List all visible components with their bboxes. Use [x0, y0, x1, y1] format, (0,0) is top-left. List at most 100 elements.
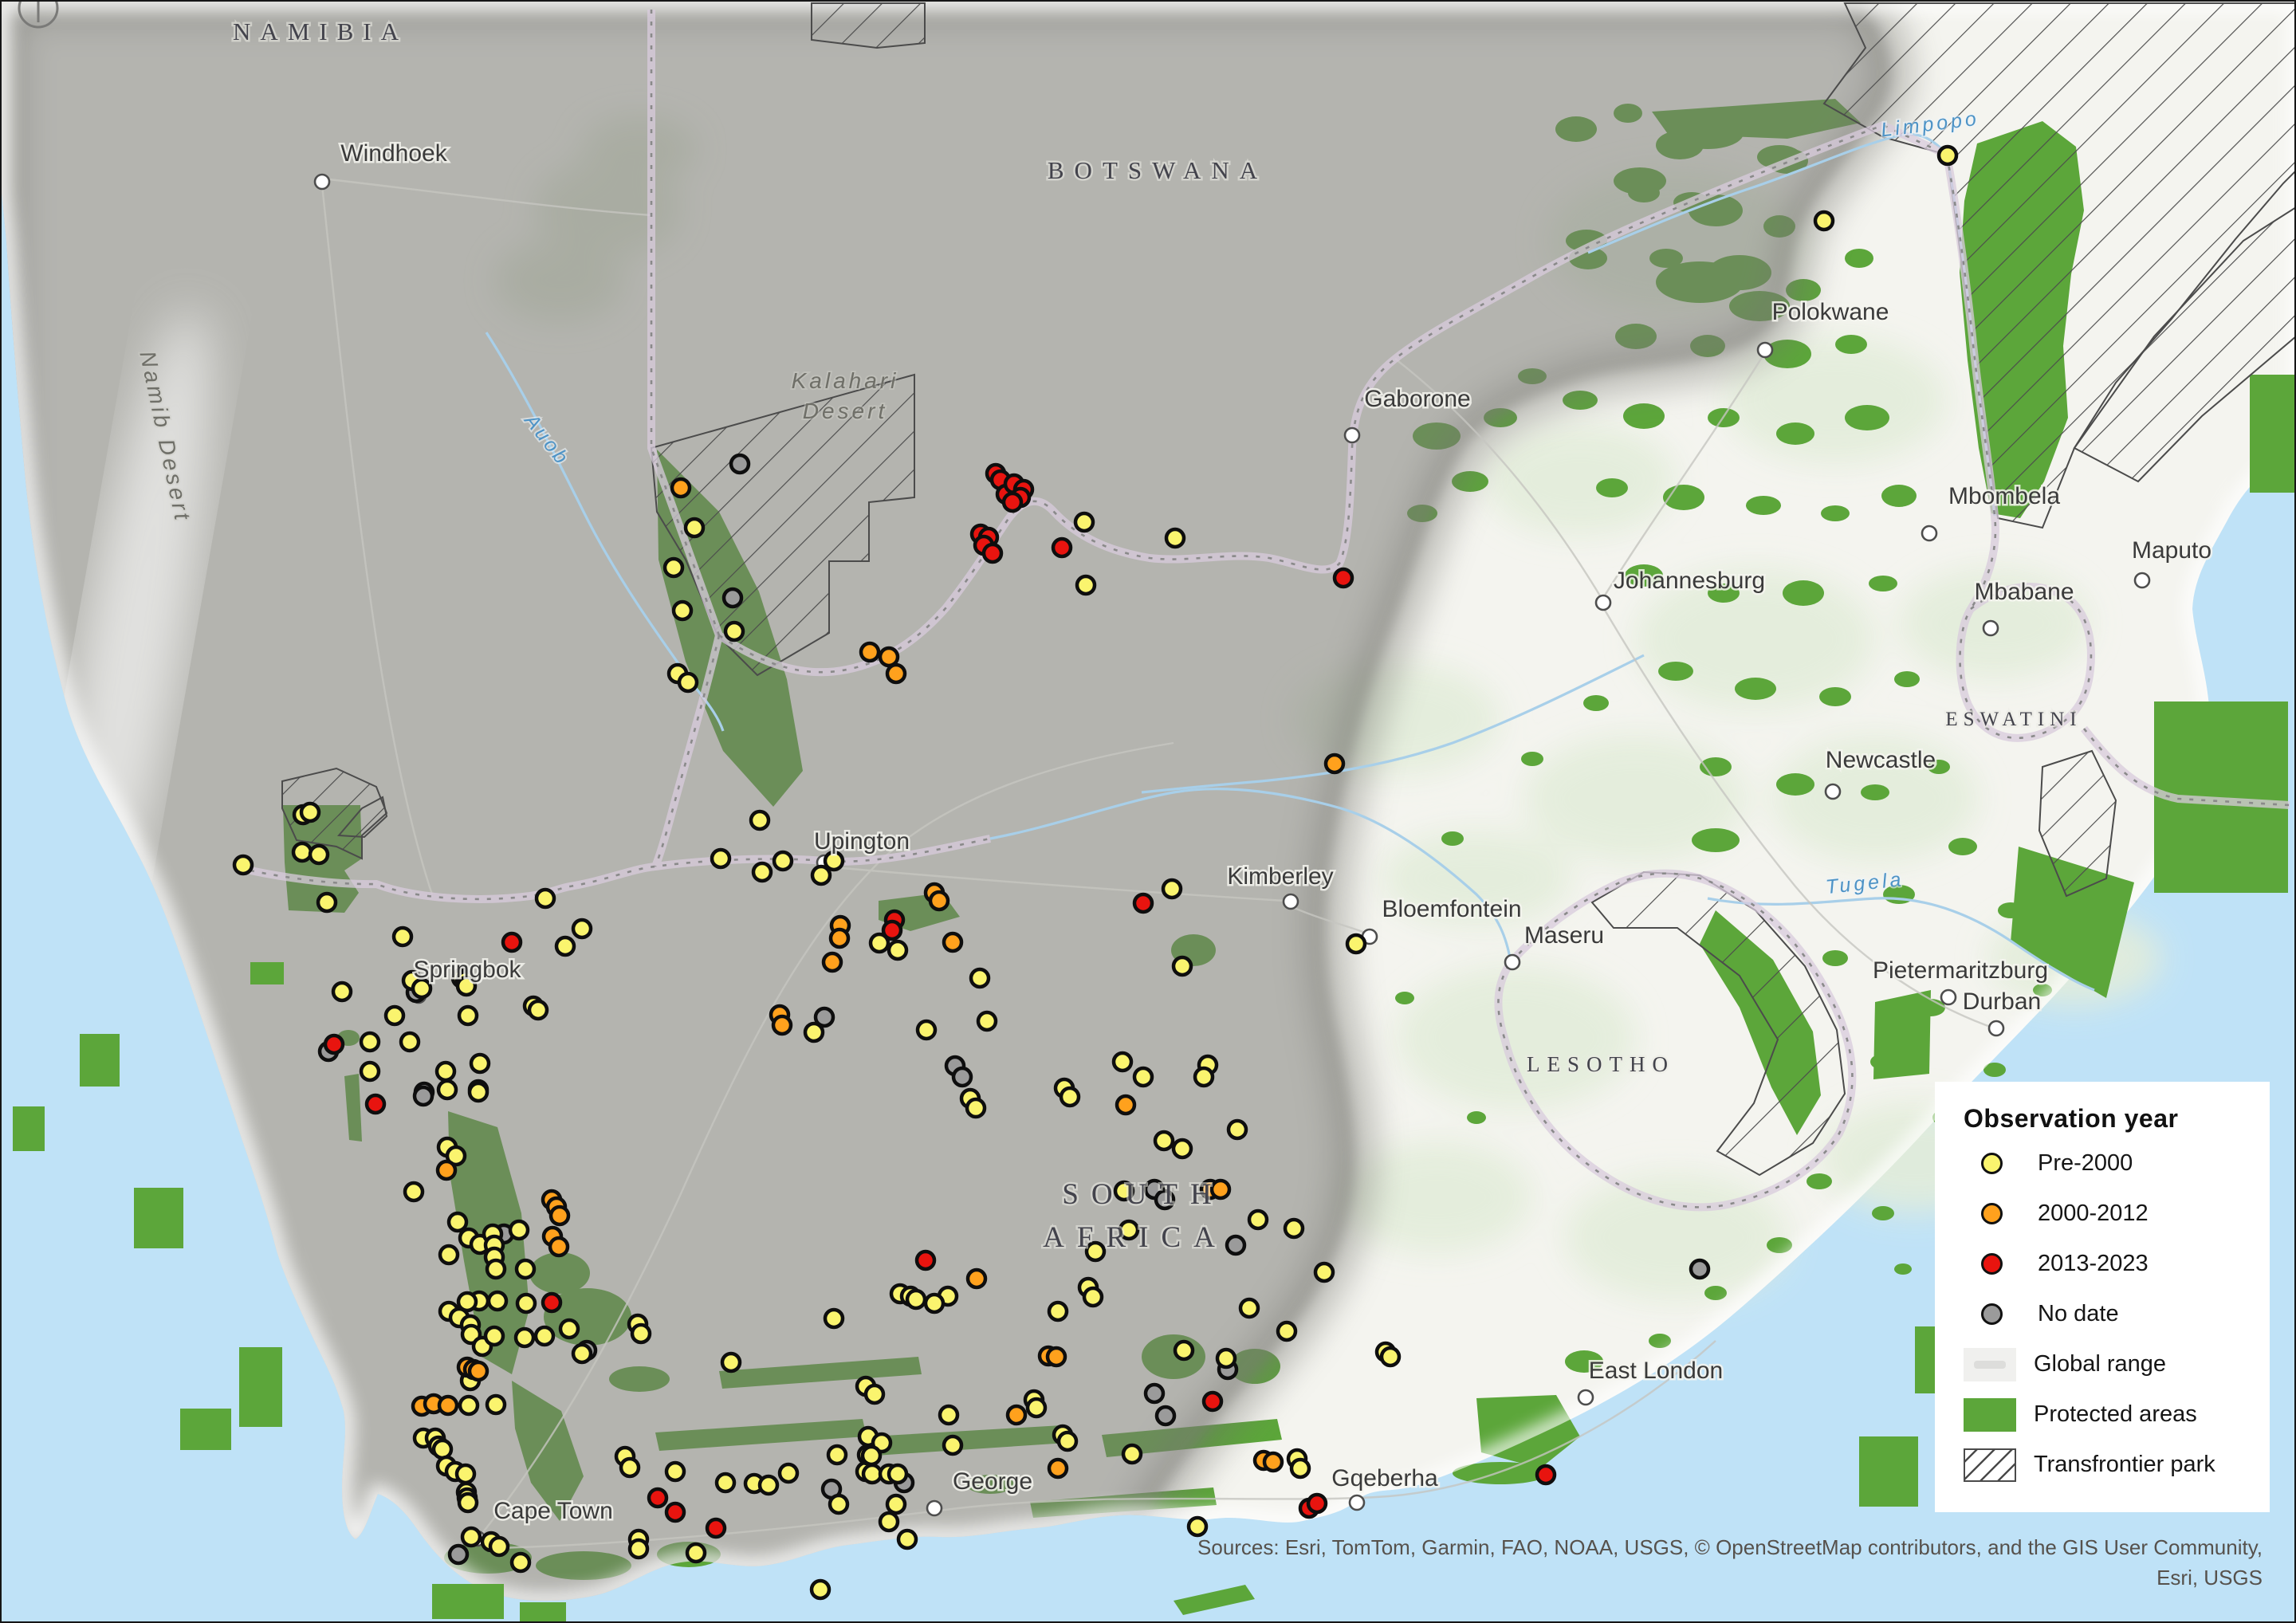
- observation-dot-pre2000[interactable]: [458, 1394, 480, 1417]
- legend-item-pre2000[interactable]: Pre-2000: [1935, 1138, 2270, 1189]
- observation-dot-pre2000[interactable]: [1289, 1457, 1311, 1480]
- observation-dot-pre2000[interactable]: [1193, 1066, 1215, 1088]
- observation-dot-pre2000[interactable]: [630, 1322, 652, 1345]
- observation-dot-pre2000[interactable]: [1379, 1346, 1402, 1368]
- observation-dot-pre2000[interactable]: [938, 1404, 960, 1426]
- observation-dot-pre2000[interactable]: [710, 847, 732, 870]
- observation-dot-pre2000[interactable]: [1084, 1240, 1107, 1263]
- observation-dot-pre2000[interactable]: [299, 801, 321, 823]
- observation-dot-pre2000[interactable]: [457, 1491, 479, 1514]
- observation-dot-pre2000[interactable]: [772, 850, 794, 872]
- observation-dot-pre2000[interactable]: [887, 939, 909, 961]
- observation-dot-pre2000[interactable]: [662, 556, 685, 579]
- observation-dot-nodate[interactable]: [447, 1543, 470, 1566]
- observation-dot-pre2000[interactable]: [508, 1219, 530, 1241]
- observation-dot-nodate[interactable]: [729, 453, 751, 475]
- observation-dot-pre2000[interactable]: [878, 1511, 900, 1533]
- observation-dot-pre2000[interactable]: [823, 850, 845, 872]
- observation-dot-y2013_2023[interactable]: [705, 1517, 727, 1539]
- observation-dot-pre2000[interactable]: [1238, 1297, 1260, 1319]
- observation-dot-pre2000[interactable]: [1113, 1180, 1135, 1202]
- observation-dot-pre2000[interactable]: [757, 1474, 780, 1496]
- observation-dot-pre2000[interactable]: [457, 1004, 479, 1027]
- observation-dot-pre2000[interactable]: [1164, 527, 1186, 549]
- observation-dot-y2013_2023[interactable]: [1306, 1492, 1328, 1515]
- observation-dot-y2000_2012[interactable]: [467, 1360, 489, 1382]
- observation-dot-pre2000[interactable]: [969, 967, 991, 989]
- observation-dot-pre2000[interactable]: [677, 671, 699, 694]
- observation-dot-pre2000[interactable]: [915, 1019, 938, 1041]
- observation-dot-pre2000[interactable]: [685, 1542, 707, 1564]
- observation-dot-y2000_2012[interactable]: [771, 1014, 793, 1036]
- observation-dot-pre2000[interactable]: [863, 1383, 886, 1405]
- observation-dot-pre2000[interactable]: [1073, 511, 1095, 533]
- observation-dot-pre2000[interactable]: [923, 1292, 946, 1315]
- observation-dot-pre2000[interactable]: [1047, 1300, 1069, 1322]
- observation-dot-pre2000[interactable]: [485, 1393, 507, 1416]
- observation-dot-y2000_2012[interactable]: [670, 477, 692, 499]
- observation-dot-y2000_2012[interactable]: [928, 890, 950, 912]
- observation-dot-y2000_2012[interactable]: [437, 1394, 459, 1417]
- observation-dot-y2013_2023[interactable]: [1051, 536, 1073, 559]
- observation-dot-pre2000[interactable]: [1247, 1208, 1269, 1231]
- observation-dot-pre2000[interactable]: [671, 599, 694, 622]
- observation-dot-pre2000[interactable]: [976, 1010, 998, 1032]
- observation-dot-pre2000[interactable]: [456, 1291, 478, 1313]
- observation-dot-nodate[interactable]: [1225, 1234, 1247, 1256]
- observation-dot-pre2000[interactable]: [664, 1460, 686, 1483]
- observation-dot-pre2000[interactable]: [454, 1463, 477, 1485]
- observation-dot-pre2000[interactable]: [509, 1551, 532, 1574]
- observation-dot-y2000_2012[interactable]: [1045, 1346, 1067, 1368]
- legend-item-no-date[interactable]: No date: [1935, 1289, 2270, 1339]
- observation-dot-pre2000[interactable]: [527, 999, 549, 1021]
- observation-dot-pre2000[interactable]: [826, 1444, 848, 1466]
- observation-dot-pre2000[interactable]: [513, 1326, 536, 1349]
- observation-dot-pre2000[interactable]: [571, 1342, 593, 1365]
- observation-dot-pre2000[interactable]: [809, 1578, 832, 1601]
- legend-item-2013-2023[interactable]: 2013-2023: [1935, 1239, 2270, 1289]
- observation-dot-pre2000[interactable]: [720, 1351, 742, 1373]
- observation-dot-pre2000[interactable]: [723, 620, 745, 643]
- observation-dot-y2013_2023[interactable]: [647, 1487, 669, 1509]
- observation-dot-pre2000[interactable]: [436, 1079, 458, 1101]
- observation-dot-y2000_2012[interactable]: [1323, 753, 1346, 775]
- legend-item-transfrontier-park[interactable]: Transfrontier park: [1935, 1440, 2270, 1490]
- observation-dot-pre2000[interactable]: [1118, 1219, 1140, 1241]
- observation-dot-y2013_2023[interactable]: [1201, 1390, 1224, 1413]
- observation-dot-nodate[interactable]: [1154, 1405, 1177, 1427]
- observation-dot-pre2000[interactable]: [885, 1493, 907, 1515]
- observation-dot-pre2000[interactable]: [1173, 1339, 1195, 1362]
- observation-dot-nodate[interactable]: [951, 1066, 973, 1088]
- observation-dot-pre2000[interactable]: [905, 1288, 927, 1311]
- observation-dot-pre2000[interactable]: [383, 1004, 406, 1027]
- observation-dot-pre2000[interactable]: [291, 841, 313, 863]
- observation-dot-pre2000[interactable]: [714, 1472, 737, 1494]
- observation-dot-pre2000[interactable]: [308, 843, 330, 866]
- observation-dot-pre2000[interactable]: [942, 1434, 964, 1456]
- observation-dot-pre2000[interactable]: [1283, 1217, 1305, 1240]
- observation-dot-pre2000[interactable]: [1075, 574, 1097, 596]
- observation-dot-nodate[interactable]: [721, 587, 744, 609]
- observation-dot-y2013_2023[interactable]: [541, 1291, 563, 1314]
- observation-dot-pre2000[interactable]: [431, 1438, 454, 1460]
- observation-dot-y2000_2012[interactable]: [1047, 1457, 1069, 1480]
- observation-dot-pre2000[interactable]: [316, 891, 338, 914]
- observation-dot-pre2000[interactable]: [1111, 1051, 1134, 1073]
- observation-dot-pre2000[interactable]: [467, 1081, 489, 1103]
- observation-dot-pre2000[interactable]: [749, 809, 771, 831]
- observation-dot-pre2000[interactable]: [823, 1307, 845, 1330]
- observation-dot-pre2000[interactable]: [534, 887, 556, 910]
- observation-dot-pre2000[interactable]: [860, 1444, 883, 1467]
- observation-dot-pre2000[interactable]: [1186, 1515, 1209, 1538]
- observation-dot-pre2000[interactable]: [1813, 210, 1835, 232]
- observation-dot-pre2000[interactable]: [554, 935, 576, 957]
- observation-dot-pre2000[interactable]: [1226, 1118, 1248, 1141]
- observation-dot-y2000_2012[interactable]: [1209, 1178, 1232, 1201]
- observation-dot-pre2000[interactable]: [1276, 1320, 1298, 1342]
- observation-dot-pre2000[interactable]: [514, 1258, 537, 1280]
- observation-dot-pre2000[interactable]: [1153, 1130, 1175, 1152]
- observation-dot-pre2000[interactable]: [683, 517, 706, 539]
- observation-dot-pre2000[interactable]: [455, 975, 478, 997]
- observation-dot-pre2000[interactable]: [965, 1097, 987, 1119]
